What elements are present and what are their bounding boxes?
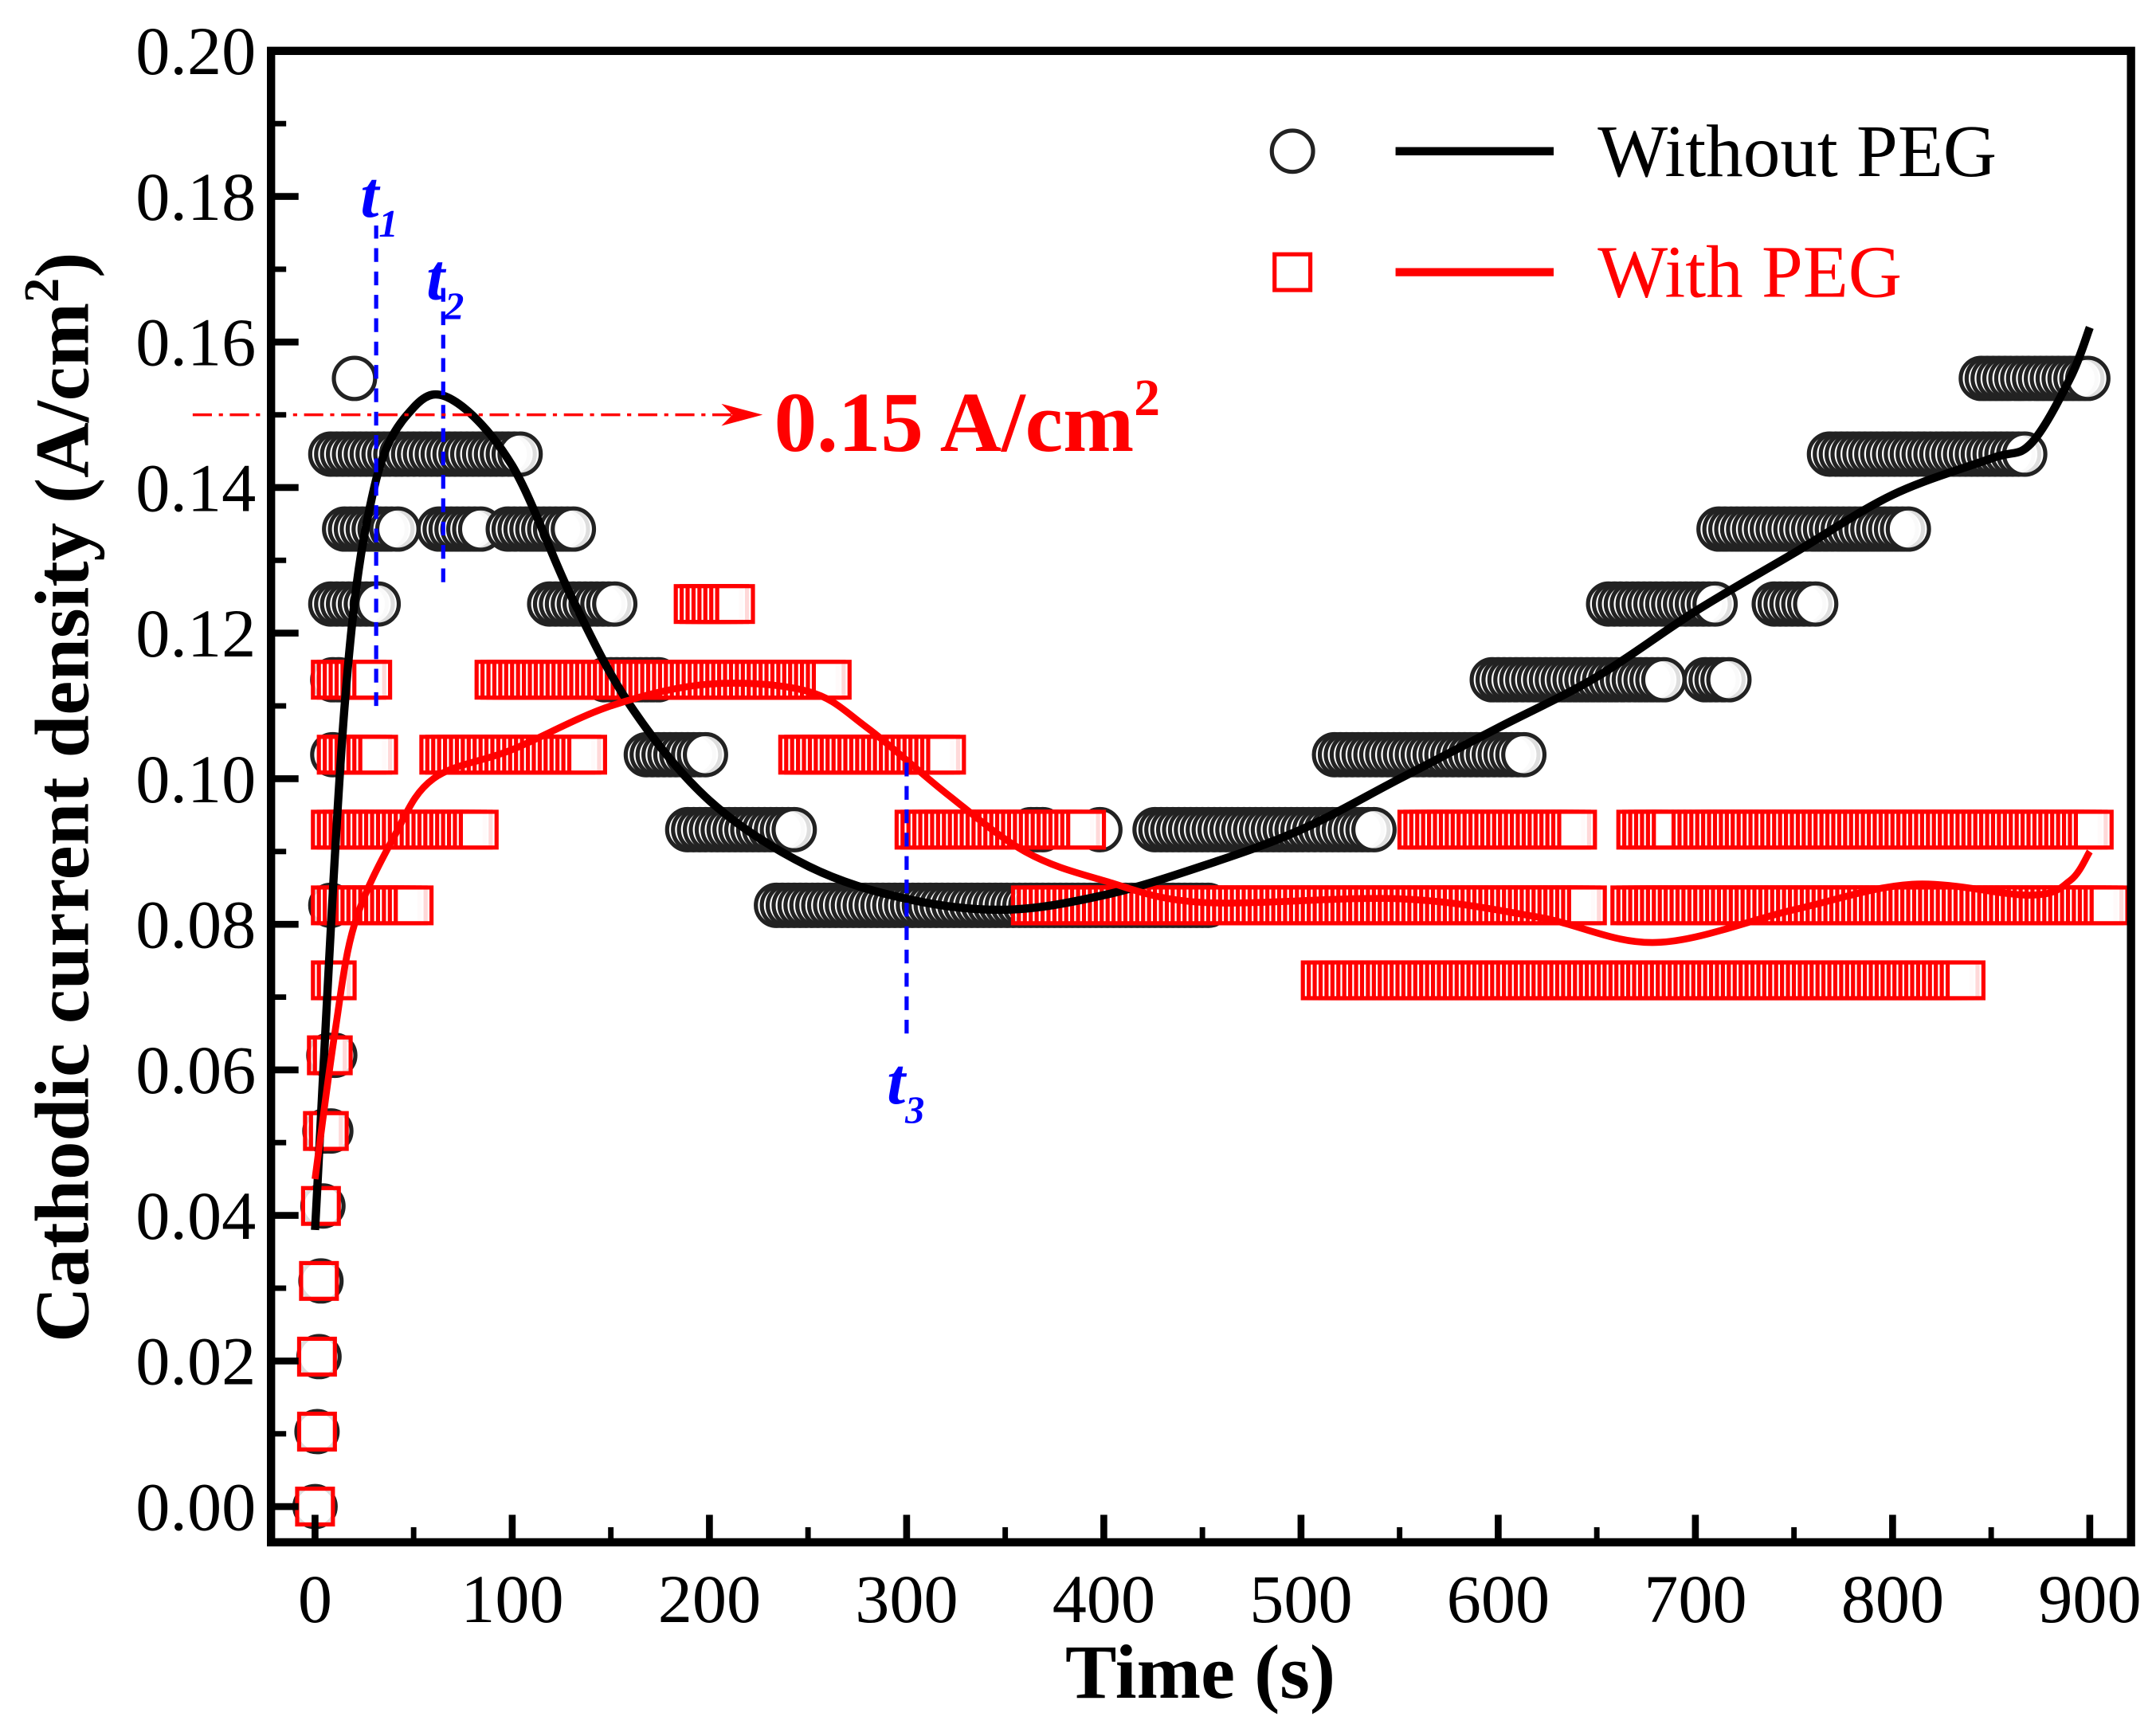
data-point-with-peg — [352, 660, 393, 700]
y-tick-label: 0.14 — [135, 449, 256, 526]
x-tick-label: 800 — [1841, 1561, 1944, 1637]
x-tick-label: 500 — [1249, 1561, 1352, 1637]
series-without-peg-points — [292, 355, 2111, 1530]
x-tick-label: 900 — [2038, 1561, 2141, 1637]
data-point-with-peg — [926, 735, 966, 775]
legend-label-without-peg: Without PEG — [1597, 111, 1997, 193]
t3-label: t3 — [887, 1044, 924, 1131]
data-point-without-peg — [1501, 731, 1547, 778]
fit-line-with-peg — [312, 680, 2093, 1180]
axis-ticks: 0.00 0.02 0.04 0.06 0.08 0.10 0.12 0.14 0.16 0.18… — [135, 13, 2141, 1637]
y-axis-label: Cathodic current density (A/cm2) — [15, 253, 105, 1342]
data-point-without-peg — [682, 731, 728, 778]
legend: Without PEG With PEG — [1269, 111, 1997, 314]
data-point-with-peg — [394, 885, 434, 926]
x-tick-label: 200 — [658, 1561, 761, 1637]
data-point-without-peg — [771, 806, 817, 852]
legend-label-with-peg: With PEG — [1597, 232, 1902, 314]
series-with-peg-points — [295, 584, 2130, 1527]
data-point-with-peg — [715, 584, 755, 625]
data-point-without-peg — [1351, 806, 1397, 852]
x-axis-label: Time (s) — [1065, 1629, 1335, 1714]
data-point-with-peg — [296, 1336, 337, 1377]
y-tick-label: 0.10 — [135, 741, 256, 817]
y-tick-label: 0.16 — [135, 304, 256, 381]
data-point-with-peg — [358, 735, 398, 775]
y-tick-label: 0.06 — [135, 1032, 256, 1108]
data-point-with-peg — [2073, 809, 2114, 850]
x-tick-label: 700 — [1644, 1561, 1746, 1637]
x-tick-label: 400 — [1053, 1561, 1155, 1637]
y-tick-label: 0.12 — [135, 595, 256, 672]
data-point-with-peg — [566, 735, 607, 775]
x-tick-label: 300 — [855, 1561, 958, 1637]
data-point-without-peg — [1885, 506, 1931, 552]
data-point-without-peg — [592, 581, 638, 627]
legend-marker-without-peg — [1269, 128, 1315, 174]
y-tick-label: 0.00 — [135, 1468, 256, 1545]
legend-marker-with-peg — [1272, 252, 1313, 292]
x-tick-label: 600 — [1447, 1561, 1550, 1637]
data-point-without-peg — [1793, 581, 1839, 627]
data-point-without-peg — [1641, 656, 1687, 703]
fit-line-without-peg — [311, 326, 2094, 1231]
y-tick-label: 0.08 — [135, 886, 256, 962]
data-point-with-peg — [1557, 809, 1597, 850]
x-tick-label: 100 — [461, 1561, 563, 1637]
t1-label: t1 — [360, 159, 398, 245]
data-point-with-peg — [296, 1411, 337, 1452]
data-point-without-peg — [331, 355, 378, 402]
data-point-with-peg — [1566, 885, 1607, 926]
y-tick-label: 0.04 — [135, 1178, 256, 1254]
data-point-with-peg — [1945, 960, 1985, 1001]
data-point-with-peg — [299, 1260, 339, 1301]
y-tick-label: 0.18 — [135, 159, 256, 235]
data-point-with-peg — [458, 809, 499, 850]
y-tick-label: 0.20 — [135, 13, 256, 89]
threshold-label: 0.15 A/cm2 — [774, 370, 1160, 470]
data-point-without-peg — [551, 506, 597, 552]
threshold-arrow-icon — [721, 403, 763, 426]
data-point-with-peg — [1066, 809, 1107, 850]
data-point-without-peg — [1706, 656, 1752, 703]
data-point-with-peg — [2089, 885, 2130, 926]
y-tick-label: 0.02 — [135, 1323, 256, 1400]
x-tick-label: 0 — [298, 1561, 332, 1637]
t2-label: t2 — [426, 241, 464, 327]
data-point-without-peg — [374, 506, 421, 552]
